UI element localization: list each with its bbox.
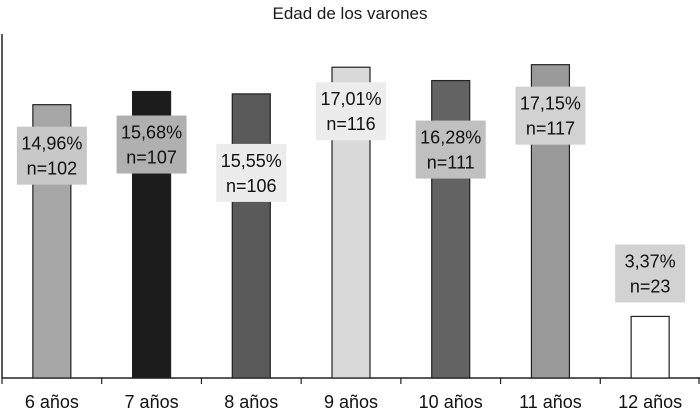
data-label-percent: 16,28%	[420, 128, 481, 148]
data-label-box	[16, 126, 87, 185]
data-label-count: n=117	[526, 119, 575, 139]
data-label-box	[116, 115, 187, 174]
data-label-box	[216, 143, 287, 202]
data-label-percent: 17,01%	[320, 89, 381, 109]
data-label-percent: 14,96%	[21, 134, 82, 154]
x-tick-label: 11 años	[519, 392, 582, 412]
x-tick-label: 8 años	[224, 392, 278, 412]
data-label-box	[615, 244, 686, 303]
x-tick-label: 10 años	[419, 392, 483, 412]
data-label-count: n=23	[630, 276, 671, 296]
data-label-count: n=106	[226, 176, 277, 196]
x-tick-label: 9 años	[324, 392, 378, 412]
data-label-percent: 15,55%	[221, 151, 282, 171]
bar	[630, 315, 670, 379]
data-label-percent: 15,68%	[121, 123, 182, 143]
data-label-count: n=111	[427, 153, 475, 173]
x-tick-label: 12 años	[618, 392, 682, 412]
chart-title: Edad de los varones	[272, 4, 428, 23]
data-label-percent: 3,37%	[625, 251, 676, 271]
data-label-count: n=102	[27, 159, 78, 179]
data-label-count: n=107	[126, 148, 177, 168]
data-label-box	[415, 120, 486, 179]
data-label-box	[316, 82, 386, 141]
x-tick-label: 6 años	[25, 392, 79, 412]
x-tick-label: 7 años	[125, 392, 179, 412]
data-label-count: n=116	[326, 114, 375, 134]
data-label-box	[515, 86, 586, 145]
bar	[231, 93, 271, 379]
data-label-percent: 17,15%	[520, 94, 581, 114]
